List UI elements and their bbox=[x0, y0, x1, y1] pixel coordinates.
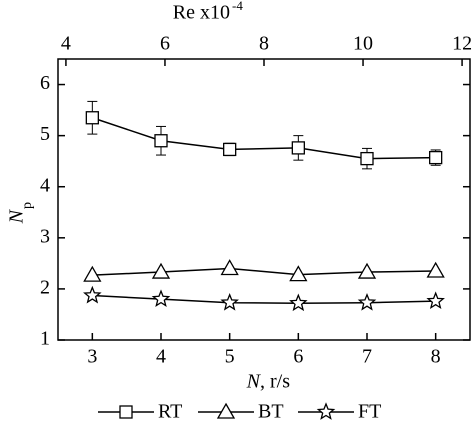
legend-marker bbox=[119, 405, 133, 419]
x2-tick-label: 12 bbox=[452, 33, 472, 55]
x-tick-label: 4 bbox=[156, 346, 166, 368]
y-tick-label: 5 bbox=[40, 123, 50, 145]
marker bbox=[429, 150, 443, 165]
marker bbox=[357, 292, 377, 311]
top-axis-label: Re x10 bbox=[173, 2, 230, 24]
y-label-symbol: N bbox=[6, 208, 28, 224]
x-tick-label: 3 bbox=[87, 346, 97, 368]
legend-marker bbox=[316, 402, 336, 420]
marker bbox=[291, 141, 305, 155]
legend-label: BT bbox=[258, 401, 284, 423]
x2-tick-label: 8 bbox=[259, 33, 269, 55]
marker bbox=[360, 151, 374, 166]
x-label-symbol: N bbox=[246, 371, 262, 393]
legend-marker bbox=[216, 402, 236, 419]
marker bbox=[357, 262, 377, 279]
marker bbox=[426, 261, 445, 278]
marker bbox=[223, 142, 237, 157]
marker bbox=[151, 289, 171, 308]
marker bbox=[83, 265, 102, 282]
y-tick-label: 4 bbox=[40, 174, 50, 196]
x-tick-label: 6 bbox=[293, 346, 303, 368]
x-tick-label: 5 bbox=[225, 346, 235, 368]
x-tick-label: 8 bbox=[431, 346, 441, 368]
x2-tick-label: 6 bbox=[160, 33, 170, 55]
marker bbox=[289, 293, 308, 312]
y-tick-label: 3 bbox=[40, 225, 50, 247]
y-tick-label: 1 bbox=[40, 328, 50, 350]
marker bbox=[220, 259, 239, 276]
y-tick-label: 6 bbox=[40, 72, 50, 94]
plot-frame bbox=[57, 58, 471, 341]
marker bbox=[85, 111, 99, 125]
x-tick-label: 7 bbox=[362, 346, 372, 368]
marker bbox=[220, 292, 239, 311]
marker bbox=[83, 285, 102, 304]
marker bbox=[154, 134, 168, 148]
marker bbox=[151, 262, 171, 279]
legend-label: RT bbox=[158, 401, 182, 423]
x2-tick-label: 10 bbox=[353, 33, 373, 55]
legend-label: FT bbox=[358, 401, 381, 423]
x-label-unit: , r/s bbox=[260, 371, 290, 393]
series-line bbox=[92, 267, 436, 276]
series-line bbox=[92, 117, 436, 160]
series-line bbox=[92, 294, 436, 304]
y-label-subscript: p bbox=[20, 202, 35, 209]
marker bbox=[426, 291, 445, 310]
y-tick-label: 2 bbox=[40, 277, 50, 299]
marker bbox=[289, 265, 308, 282]
top-axis-exponent: -4 bbox=[232, 0, 243, 13]
y-label: N p bbox=[6, 202, 36, 224]
x2-tick-label: 4 bbox=[61, 33, 71, 55]
